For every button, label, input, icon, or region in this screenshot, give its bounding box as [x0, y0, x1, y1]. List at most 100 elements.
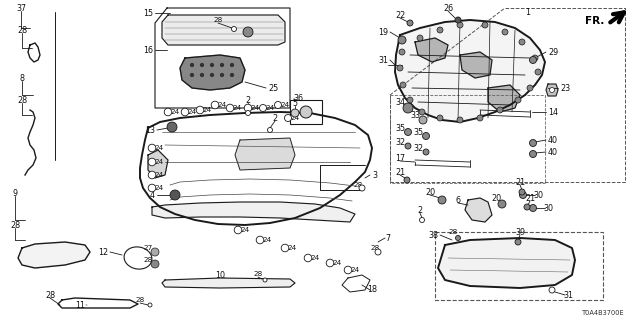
Circle shape: [423, 149, 429, 155]
Bar: [435, 232, 603, 300]
Circle shape: [397, 65, 403, 71]
Text: 24: 24: [310, 255, 319, 261]
Circle shape: [404, 129, 412, 135]
Text: 24: 24: [218, 102, 227, 108]
Circle shape: [148, 171, 156, 179]
Circle shape: [263, 278, 267, 282]
Bar: [290, 100, 322, 124]
Circle shape: [417, 35, 423, 41]
Circle shape: [515, 97, 521, 103]
Text: 24: 24: [250, 105, 260, 111]
Circle shape: [148, 144, 156, 152]
Circle shape: [148, 303, 152, 307]
Text: 35: 35: [413, 127, 423, 137]
Text: 13: 13: [145, 125, 155, 134]
Text: 7: 7: [385, 234, 390, 243]
Text: 20: 20: [425, 188, 435, 196]
Circle shape: [529, 140, 536, 147]
Polygon shape: [180, 55, 245, 90]
Text: 40: 40: [548, 148, 558, 156]
Text: 34: 34: [395, 98, 405, 107]
Circle shape: [502, 29, 508, 35]
Circle shape: [532, 55, 538, 61]
Circle shape: [209, 73, 214, 77]
Circle shape: [244, 104, 252, 112]
Polygon shape: [18, 242, 90, 268]
Text: 21: 21: [525, 194, 535, 203]
Text: 4: 4: [150, 190, 155, 199]
Circle shape: [243, 27, 253, 37]
Text: 24: 24: [280, 102, 290, 108]
Circle shape: [403, 103, 413, 113]
Polygon shape: [415, 38, 448, 62]
Circle shape: [419, 218, 424, 222]
Polygon shape: [460, 52, 492, 78]
Text: 28: 28: [213, 17, 223, 23]
Text: 3: 3: [372, 171, 377, 180]
Text: 28: 28: [136, 297, 145, 303]
Text: 28: 28: [17, 95, 27, 105]
Circle shape: [497, 107, 503, 113]
Text: 24: 24: [287, 245, 296, 251]
Text: 9: 9: [12, 188, 17, 197]
Circle shape: [151, 248, 159, 256]
Text: 35: 35: [395, 124, 405, 132]
Circle shape: [181, 108, 189, 116]
Circle shape: [457, 22, 463, 28]
Text: 14: 14: [548, 108, 558, 116]
Text: 22: 22: [395, 11, 405, 20]
Circle shape: [529, 204, 536, 212]
Polygon shape: [488, 85, 520, 112]
Circle shape: [211, 101, 219, 109]
Text: 17: 17: [395, 154, 405, 163]
Circle shape: [438, 196, 446, 204]
Text: 21: 21: [395, 167, 405, 177]
Circle shape: [535, 69, 541, 75]
Text: 32: 32: [413, 143, 423, 153]
Text: 37: 37: [16, 4, 26, 12]
Circle shape: [268, 127, 273, 132]
Text: 24: 24: [202, 107, 212, 113]
Bar: [390, 95, 545, 183]
Text: 36: 36: [293, 93, 303, 102]
Circle shape: [256, 236, 264, 244]
Text: 21: 21: [515, 178, 525, 187]
Text: 24: 24: [262, 237, 271, 243]
Circle shape: [419, 109, 425, 115]
Circle shape: [200, 73, 205, 77]
Text: 20: 20: [491, 194, 501, 203]
Polygon shape: [152, 202, 355, 222]
Circle shape: [196, 106, 204, 114]
Text: 30: 30: [533, 190, 543, 199]
Circle shape: [520, 191, 527, 198]
Text: 1: 1: [525, 7, 531, 17]
Circle shape: [304, 254, 312, 262]
Circle shape: [405, 143, 411, 149]
Circle shape: [200, 62, 205, 68]
Text: 24: 24: [188, 109, 196, 115]
Circle shape: [419, 116, 427, 124]
Text: 24: 24: [291, 115, 300, 121]
Circle shape: [151, 260, 159, 268]
Circle shape: [359, 185, 365, 191]
Text: 40: 40: [548, 135, 558, 145]
Text: 28: 28: [449, 229, 458, 235]
Text: 24: 24: [350, 267, 360, 273]
Text: 28: 28: [143, 257, 152, 263]
Circle shape: [398, 36, 406, 44]
Circle shape: [189, 62, 195, 68]
Polygon shape: [235, 138, 295, 170]
Circle shape: [285, 115, 291, 122]
Circle shape: [549, 287, 555, 293]
Circle shape: [515, 239, 521, 245]
Circle shape: [529, 57, 536, 63]
Circle shape: [167, 122, 177, 132]
Circle shape: [148, 184, 156, 192]
Circle shape: [375, 249, 381, 255]
Circle shape: [400, 82, 406, 88]
Text: 38: 38: [428, 230, 438, 239]
Circle shape: [291, 109, 299, 117]
Text: 5: 5: [292, 99, 298, 108]
Text: 28: 28: [45, 291, 55, 300]
Text: 12: 12: [98, 247, 108, 257]
